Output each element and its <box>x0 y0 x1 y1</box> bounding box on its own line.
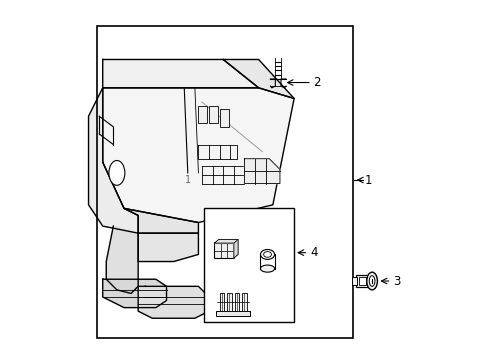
Bar <box>214 243 233 258</box>
Text: 1: 1 <box>364 174 372 186</box>
Polygon shape <box>124 208 198 233</box>
Bar <box>203 208 293 322</box>
Polygon shape <box>102 88 293 222</box>
Bar <box>351 277 356 285</box>
Ellipse shape <box>368 276 374 286</box>
Bar <box>97 26 352 338</box>
Ellipse shape <box>366 272 377 290</box>
Polygon shape <box>233 239 238 258</box>
Text: 5: 5 <box>272 238 279 248</box>
Polygon shape <box>244 159 279 184</box>
Text: 6: 6 <box>219 213 225 224</box>
Polygon shape <box>223 59 293 99</box>
Ellipse shape <box>263 252 271 257</box>
Bar <box>242 293 246 311</box>
Bar <box>234 293 239 311</box>
Text: 1: 1 <box>184 175 190 185</box>
Polygon shape <box>88 88 138 233</box>
Text: 2: 2 <box>313 76 321 89</box>
Polygon shape <box>214 239 238 243</box>
Polygon shape <box>102 59 258 88</box>
Ellipse shape <box>260 249 274 260</box>
Text: 3: 3 <box>392 275 400 288</box>
Text: 4: 4 <box>309 246 317 259</box>
Bar <box>198 105 207 123</box>
Bar <box>355 275 371 287</box>
Polygon shape <box>106 226 138 293</box>
Bar <box>209 105 218 123</box>
Bar <box>358 278 366 284</box>
Bar <box>216 311 249 316</box>
Bar <box>226 293 231 311</box>
Bar <box>219 293 224 311</box>
Ellipse shape <box>109 161 124 185</box>
Polygon shape <box>138 286 209 318</box>
Bar <box>219 109 228 127</box>
Ellipse shape <box>260 265 274 272</box>
Polygon shape <box>102 279 166 307</box>
Polygon shape <box>138 233 198 261</box>
